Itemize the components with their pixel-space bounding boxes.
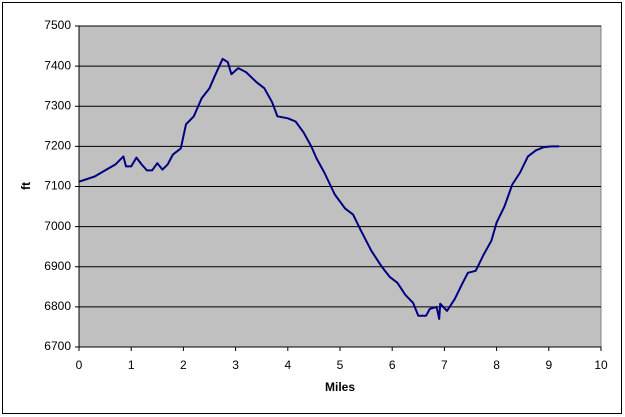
x-tick-label: 7 bbox=[441, 358, 448, 372]
y-tick-label: 7500 bbox=[44, 18, 71, 32]
y-tick-label: 7000 bbox=[44, 219, 71, 233]
x-tick-label: 0 bbox=[76, 358, 83, 372]
y-tick-label: 7100 bbox=[44, 179, 71, 193]
x-tick-label: 3 bbox=[232, 358, 239, 372]
y-tick-label: 6800 bbox=[44, 299, 71, 313]
x-tick-label: 1 bbox=[128, 358, 135, 372]
y-tick-label: 7200 bbox=[44, 139, 71, 153]
x-tick-label: 4 bbox=[284, 358, 291, 372]
y-tick-label: 7400 bbox=[44, 58, 71, 72]
x-tick-label: 6 bbox=[389, 358, 396, 372]
x-tick-label: 9 bbox=[545, 358, 552, 372]
elevation-line bbox=[78, 57, 560, 320]
y-tick-label: 6700 bbox=[44, 339, 71, 353]
y-tick-label: 6900 bbox=[44, 259, 71, 273]
x-tick-label: 10 bbox=[594, 358, 608, 372]
x-tick-label: 2 bbox=[180, 358, 187, 372]
x-tick-label: 5 bbox=[337, 358, 344, 372]
y-axis-label: ft bbox=[19, 182, 33, 190]
y-tick-label: 7300 bbox=[44, 98, 71, 112]
x-axis-label: Miles bbox=[325, 380, 355, 394]
x-tick-label: 8 bbox=[493, 358, 500, 372]
